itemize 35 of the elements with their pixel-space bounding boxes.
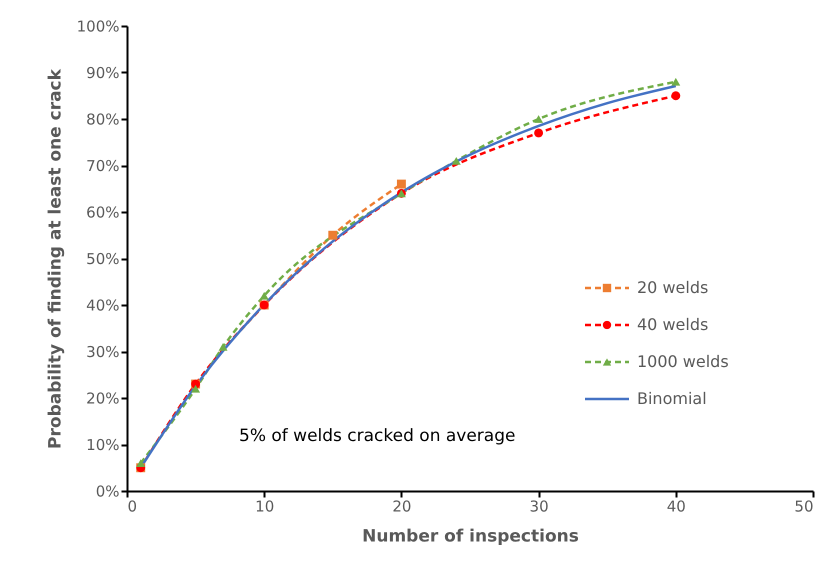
- y-axis-title: Probability of finding at least one crack: [46, 68, 66, 449]
- point: [218, 342, 228, 351]
- point: [671, 78, 680, 86]
- point: [328, 230, 338, 240]
- x-tick-label: 10: [255, 498, 274, 516]
- y-tick-label: 0%: [96, 482, 120, 500]
- x-axis-title: Number of inspections: [362, 526, 579, 546]
- legend-label: 40 welds: [637, 315, 708, 334]
- point: [191, 384, 200, 393]
- y-tick-label: 90%: [86, 64, 120, 82]
- y-tick-label: 20%: [86, 390, 120, 408]
- point: [534, 128, 544, 138]
- y-tick-label: 40%: [86, 296, 120, 314]
- legend-label: Binomial: [637, 389, 707, 408]
- y-tick-label: 70%: [86, 157, 120, 175]
- y-tick-label: 30%: [86, 343, 120, 361]
- point: [260, 292, 269, 300]
- point: [452, 156, 461, 165]
- point: [396, 180, 406, 189]
- y-tick-label: 100%: [76, 18, 120, 36]
- y-tick-label: 10%: [86, 436, 120, 454]
- point: [534, 115, 544, 123]
- x-tick-label: 30: [530, 498, 549, 516]
- y-tick-label: 80%: [86, 110, 120, 128]
- x-tick-label: 50: [794, 498, 814, 516]
- legend-label: 20 welds: [637, 278, 708, 297]
- x-tick-label: 20: [392, 498, 412, 516]
- point: [136, 459, 146, 467]
- x-tick-label: 40: [666, 498, 686, 516]
- y-tick-label: 50%: [86, 250, 120, 268]
- y-tick-label: 60%: [86, 204, 120, 222]
- annotation: 5% of welds cracked on average: [239, 426, 516, 446]
- point: [671, 91, 680, 100]
- legend-label: 1000 welds: [637, 352, 729, 371]
- x-tick-label: 0: [128, 498, 138, 516]
